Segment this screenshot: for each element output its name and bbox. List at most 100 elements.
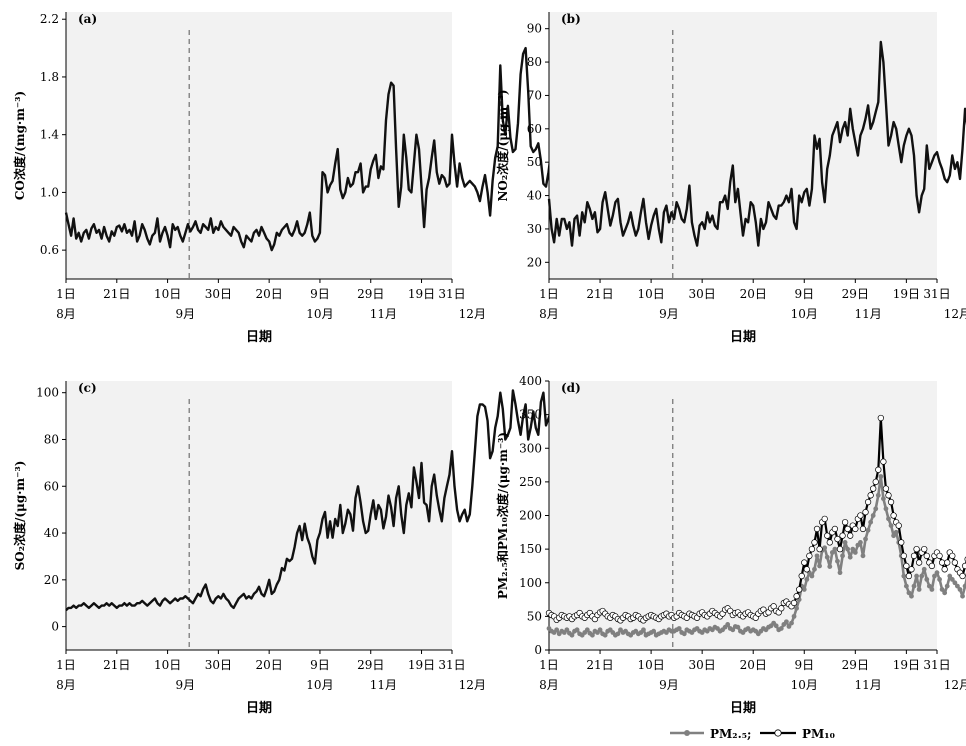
series-point-pm10 xyxy=(859,525,867,533)
x-tick-label: 10日 xyxy=(154,658,181,672)
series-point-pm25 xyxy=(878,474,884,479)
series-point-pm25 xyxy=(773,623,779,629)
y-tick-label: 40 xyxy=(44,526,59,540)
series-point-pm25 xyxy=(883,506,889,512)
y-axis-label: SO₂浓度/(μg·m⁻³) xyxy=(12,461,27,571)
x-month-label: 12月 xyxy=(459,678,486,692)
series-point-pm10 xyxy=(898,539,905,546)
x-month-label: 9月 xyxy=(176,678,196,692)
panel-label: (d) xyxy=(561,381,581,395)
series-point-pm25 xyxy=(778,626,784,631)
x-tick-label: 31日 xyxy=(438,658,465,672)
x-month-label: 9月 xyxy=(659,307,679,321)
series-point-pm10 xyxy=(887,498,895,506)
panel-label: (a) xyxy=(78,12,97,26)
series-point-pm25 xyxy=(962,583,966,589)
series-point-pm10 xyxy=(915,559,923,566)
y-tick-label: 80 xyxy=(527,55,542,69)
x-month-label: 12月 xyxy=(459,307,486,321)
y-tick-label: 100 xyxy=(519,576,542,590)
series-point-pm25 xyxy=(888,523,894,528)
x-month-label: 11月 xyxy=(854,307,881,321)
series-point-pm25 xyxy=(858,540,863,545)
y-tick-label: 0 xyxy=(534,643,542,657)
x-month-label: 8月 xyxy=(56,307,76,321)
y-tick-label: 300 xyxy=(519,441,542,455)
y-tick-label: 200 xyxy=(519,509,542,523)
series-point-pm10 xyxy=(870,485,877,492)
series-line-1 xyxy=(547,40,966,247)
series-point-pm10 xyxy=(959,572,966,580)
series-point-pm10 xyxy=(936,552,943,559)
series-point-pm10 xyxy=(841,519,849,526)
y-tick-label: 20 xyxy=(527,255,542,269)
series-point-pm25 xyxy=(817,563,822,569)
panel-label: (b) xyxy=(561,12,581,26)
series-point-pm25 xyxy=(814,553,820,559)
series-point-pm10 xyxy=(826,539,833,546)
y-tick-label: 1.8 xyxy=(40,70,59,84)
x-tick-label: 19日 xyxy=(893,658,920,672)
y-tick-label: 150 xyxy=(519,542,542,556)
series-point-pm25 xyxy=(574,627,580,633)
series-point-pm10 xyxy=(847,532,854,539)
x-tick-label: 31日 xyxy=(923,287,950,301)
series-point-pm10 xyxy=(852,525,859,533)
x-tick-label: 10日 xyxy=(637,658,664,672)
y-tick-label: 70 xyxy=(527,88,542,102)
x-axis-label: 日期 xyxy=(730,330,756,345)
series-point-pm10 xyxy=(885,492,892,499)
y-tick-label: 0 xyxy=(51,620,59,634)
x-axis-label: 日期 xyxy=(730,701,756,716)
x-tick-label: 29日 xyxy=(842,658,869,672)
x-month-label: 8月 xyxy=(539,678,559,692)
legend-marker-pm25 xyxy=(684,730,690,736)
x-tick-label: 30日 xyxy=(689,658,716,672)
series-point-pm10 xyxy=(806,552,813,559)
series-point-pm10 xyxy=(913,545,920,553)
series-point-pm25 xyxy=(893,529,899,535)
y-tick-label: 50 xyxy=(527,609,542,623)
series-line-1 xyxy=(65,389,588,612)
series-point-pm25 xyxy=(960,593,965,599)
series-point-pm10 xyxy=(824,532,831,539)
series-point-pm10 xyxy=(890,512,897,519)
series-point-pm10 xyxy=(910,552,918,559)
series-point-pm25 xyxy=(641,627,646,633)
series-point-pm10 xyxy=(928,562,936,570)
series-point-pm10 xyxy=(770,603,777,610)
series-point-pm10 xyxy=(882,485,890,492)
series-point-pm25 xyxy=(921,566,927,572)
series-point-pm10 xyxy=(857,512,864,519)
series-point-pm25 xyxy=(906,590,912,596)
series-point-pm25 xyxy=(847,554,853,560)
legend-label-pm10: PM₁₀ xyxy=(802,727,835,741)
x-month-label: 9月 xyxy=(659,678,679,692)
y-tick-label: 20 xyxy=(44,573,59,587)
legend: PM₂.₅; PM₁₀ xyxy=(670,727,835,741)
y-tick-label: 30 xyxy=(527,222,542,236)
series-point-pm25 xyxy=(725,622,731,627)
series-point-pm25 xyxy=(934,570,940,576)
series-point-pm25 xyxy=(804,576,810,582)
series-point-pm10 xyxy=(908,566,915,573)
x-tick-label: 30日 xyxy=(205,658,232,672)
series-point-pm10 xyxy=(941,566,948,573)
x-tick-label: 21日 xyxy=(586,287,613,301)
series-point-pm25 xyxy=(837,570,843,576)
series-point-pm25 xyxy=(812,566,817,572)
series-point-pm10 xyxy=(949,552,956,559)
series-point-pm25 xyxy=(955,583,960,589)
series-point-pm25 xyxy=(850,546,856,552)
series-point-pm10 xyxy=(944,559,951,566)
x-tick-label: 19日 xyxy=(893,287,920,301)
series-point-pm10 xyxy=(821,515,828,523)
series-point-pm25 xyxy=(783,619,789,625)
x-tick-label: 20日 xyxy=(740,658,767,672)
x-month-label: 10月 xyxy=(306,678,333,692)
y-tick-label: 50 xyxy=(527,155,542,169)
x-tick-label: 21日 xyxy=(103,658,130,672)
series-point-pm10 xyxy=(951,559,959,566)
series-point-pm25 xyxy=(845,546,851,552)
